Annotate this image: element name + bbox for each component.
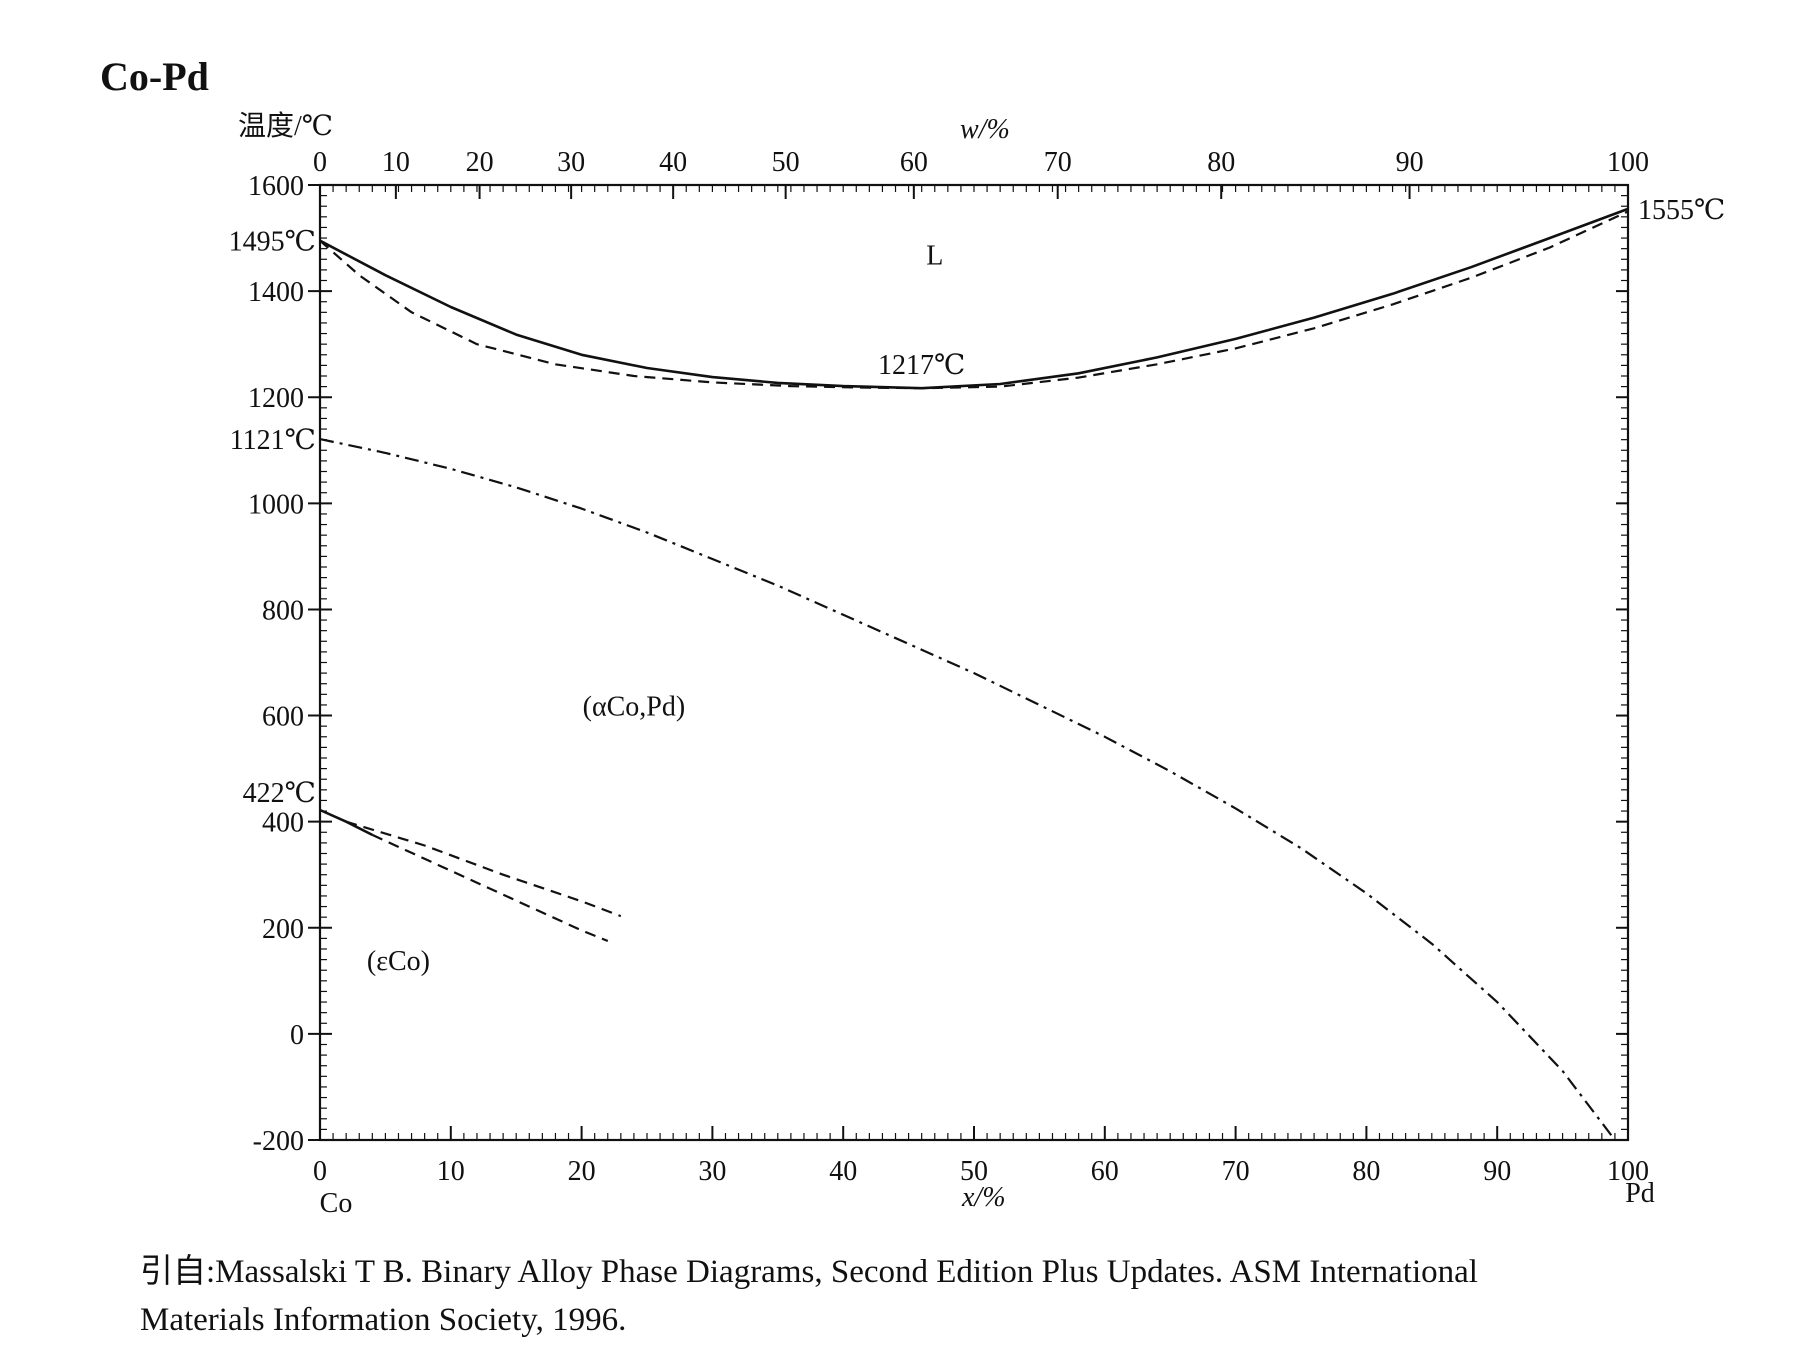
top-tick-label: 100 <box>1607 147 1649 178</box>
y-tick-label: 400 <box>262 808 304 839</box>
x-tick-label: 100 <box>1607 1156 1649 1187</box>
plot-frame <box>318 183 1630 1142</box>
y-tick-label: 0 <box>290 1020 304 1051</box>
phase-label: L <box>926 241 943 272</box>
boundary-curve-dashed <box>319 210 1629 390</box>
boundary-curve-dashed <box>345 820 622 918</box>
x-tick-label: 50 <box>960 1156 988 1187</box>
top-tick-label: 40 <box>659 147 687 178</box>
y-tick-label: 1400 <box>248 277 304 308</box>
temperature-annotation: 1121℃ <box>230 425 316 456</box>
top-tick-label: 60 <box>900 147 928 178</box>
x-tick-label: 80 <box>1352 1156 1380 1187</box>
top-tick-label: 90 <box>1396 147 1424 178</box>
temperature-annotations: 1495℃ 1555℃ 1217℃ 1121℃ 422℃ <box>229 195 1726 809</box>
element-co-label: Co <box>320 1188 353 1219</box>
x-tick-label: 30 <box>698 1156 726 1187</box>
phase-label: (εCo) <box>367 946 430 977</box>
boundary-curve-dashed <box>371 833 609 943</box>
top-axis-label: w/% <box>960 114 1010 145</box>
temperature-annotation: 1217℃ <box>878 350 965 381</box>
y-tick-label: -200 <box>253 1126 304 1157</box>
x-tick-label: 10 <box>437 1156 465 1187</box>
x-tick-label: 90 <box>1483 1156 1511 1187</box>
top-tick-label: 80 <box>1207 147 1235 178</box>
x-tick-label: 60 <box>1091 1156 1119 1187</box>
phase-label: (αCo,Pd) <box>583 692 686 723</box>
x-tick-label: 70 <box>1222 1156 1250 1187</box>
citation-line-1: 引自:Massalski T B. Binary Alloy Phase Dia… <box>140 1253 1478 1290</box>
boundary-curve-dashdot <box>319 438 1616 1141</box>
top-tick-label: 70 <box>1044 147 1072 178</box>
phase-boundaries <box>319 207 1629 1141</box>
y-tick-label: 800 <box>262 595 304 626</box>
temperature-annotation: 1555℃ <box>1638 195 1725 226</box>
temperature-annotation: 422℃ <box>243 778 316 809</box>
top-tick-label: 50 <box>772 147 800 178</box>
top-tick-label: 0 <box>313 147 327 178</box>
x-axis-ticks: 0 10 20 30 40 50 60 70 80 90 100 <box>313 1126 1649 1187</box>
x-axis-label: x/% <box>961 1182 1006 1213</box>
top-tick-label: 30 <box>557 147 585 178</box>
x-tick-label: 0 <box>313 1156 327 1187</box>
x-tick-label: 20 <box>568 1156 596 1187</box>
element-pd-label: Pd <box>1625 1178 1655 1209</box>
top-tick-label: 20 <box>466 147 494 178</box>
element-labels: Co Pd <box>320 1178 1655 1219</box>
top-axis-ticks: 0 10 20 30 40 50 60 70 80 90 100 <box>313 147 1649 199</box>
citation-line-2: Materials Information Society, 1996. <box>140 1302 626 1338</box>
y-tick-label: 1600 <box>248 171 304 202</box>
y-axis-label: 温度/℃ <box>238 110 333 142</box>
phase-labels: L (αCo,Pd) (εCo) <box>367 241 943 978</box>
y-axis-ticks: -200 0 200 400 600 800 1000 1200 1400 1600 <box>248 171 1628 1157</box>
boundary-curve-solid <box>319 207 1629 390</box>
plot-border <box>318 183 1630 1142</box>
x-tick-label: 40 <box>829 1156 857 1187</box>
temperature-annotation: 1495℃ <box>229 227 316 258</box>
top-tick-label: 10 <box>382 147 410 178</box>
y-tick-label: 1200 <box>248 383 304 414</box>
y-tick-label: 200 <box>262 914 304 945</box>
minor-ticks <box>319 184 1629 1141</box>
y-tick-label: 1000 <box>248 489 304 520</box>
chart-title: Co-Pd <box>100 54 209 99</box>
y-tick-label: 600 <box>262 702 304 733</box>
